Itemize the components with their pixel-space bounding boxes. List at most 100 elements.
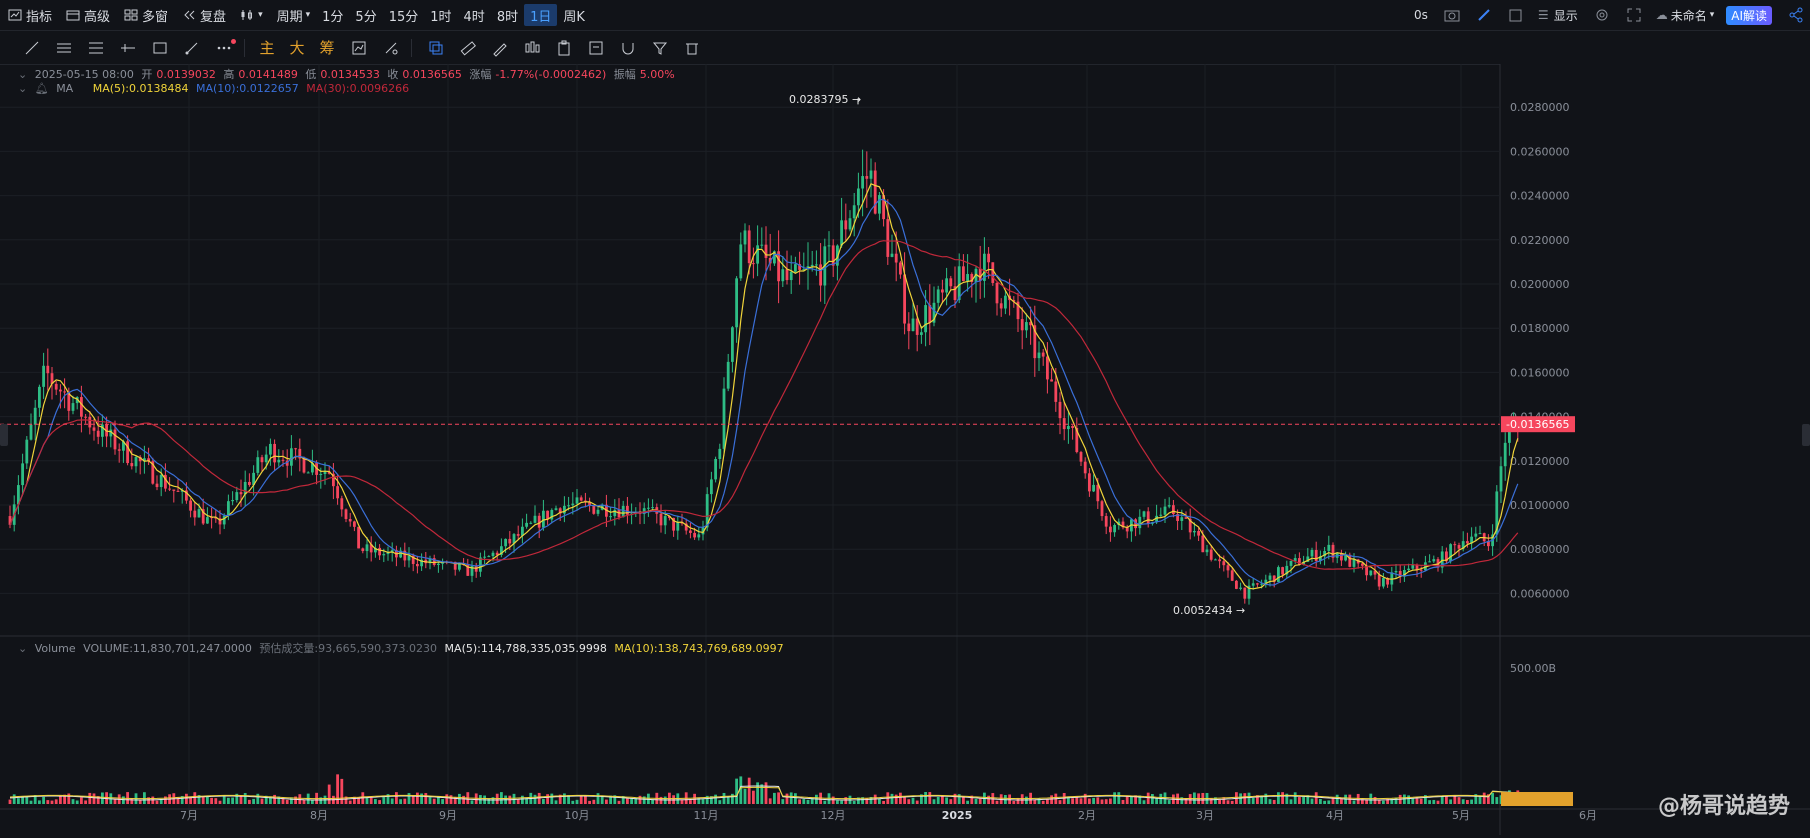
ma5-line [9,183,1519,590]
candle-body [882,195,885,220]
volume-bar [1046,799,1049,804]
candle-body [386,552,390,555]
volume-bar [890,793,894,804]
period-tab-5[interactable]: 8时 [496,9,519,25]
trash-icon[interactable] [678,36,706,60]
period-tab-0[interactable]: 1分 [322,9,344,25]
candle-body [21,463,24,486]
volume-bar [764,782,768,804]
candle-body [1222,561,1226,566]
collapse-icon[interactable]: ⌄ [18,82,28,95]
volume-bar [1268,799,1272,804]
volume-bar [25,796,29,804]
volume-bar [1109,798,1112,804]
period-tab-7[interactable]: 周K [563,9,585,25]
volume-bar [726,797,730,804]
candle-body [1218,559,1221,562]
candle-body [437,563,440,566]
volume-bar [987,795,990,804]
period-dropdown[interactable]: 周期 ▾ [271,3,317,27]
popout-icon[interactable] [1502,3,1530,27]
volume-bar [1121,799,1125,804]
candle-body [46,365,50,374]
brush-icon[interactable] [178,36,206,60]
candle-body [1239,587,1242,589]
volume-bar [739,776,743,804]
candle-body [1344,554,1347,561]
filter-icon[interactable] [646,36,674,60]
volume-bar [1272,799,1276,804]
replay-button[interactable]: 复盘 [176,3,232,27]
eraser-icon[interactable] [377,36,405,60]
volume-bar [193,792,197,804]
layout-dropdown[interactable]: ☁ 未命名 ▾ [1650,3,1721,27]
volume-bar [1163,792,1167,804]
compare-icon[interactable] [345,36,373,60]
candle-body [466,564,470,576]
candle-body [1457,545,1461,549]
clipboard-icon[interactable] [550,36,578,60]
period-tab-2[interactable]: 15分 [388,9,419,25]
collapse-icon[interactable]: ⌄ [18,68,28,81]
candle-body [1134,519,1137,529]
trendline-icon[interactable] [18,36,46,60]
volume-bar [1247,792,1251,804]
advanced-button[interactable]: 高级 [60,3,116,27]
close-value: 0.0136565 [402,68,462,81]
volume-bar [600,796,604,804]
candle-body [1117,521,1121,526]
chart-type-dropdown[interactable]: ▾ [234,3,269,27]
big-toggle[interactable]: 大 [289,39,305,57]
time-tick: 4月 [1326,809,1344,822]
indicators-button[interactable]: 指标 [2,3,58,27]
volume-bar [651,799,654,804]
candle-body [1041,352,1045,357]
volume-bar [680,799,684,804]
volume-bar [470,800,474,804]
more-icon[interactable] [210,36,238,60]
candle-body [1403,569,1406,577]
candle-body [1432,559,1436,562]
camera-icon[interactable] [1438,3,1466,27]
copy-icon[interactable] [422,36,450,60]
volume-bar [630,798,633,804]
period-tab-1[interactable]: 5分 [355,9,377,25]
display-button[interactable]: ☰ 显示 [1532,3,1584,27]
rectangle-icon[interactable] [146,36,174,60]
volume-bar [80,797,83,804]
magnet-icon[interactable] [614,36,642,60]
bell-icon[interactable]: 🔔︎ [34,82,49,95]
period-tab-6[interactable]: 1日 [524,4,558,26]
chart-area[interactable]: 0.0280000 0.0260000 0.0240000 0.0220000 0.02… [0,64,1810,835]
volume-bar [932,799,936,804]
ruler-icon[interactable] [454,36,482,60]
candle-body [159,474,163,488]
pen-icon[interactable] [486,36,514,60]
volume-bar [1243,793,1247,804]
parallel-channel-icon[interactable] [82,36,110,60]
note-icon[interactable] [582,36,610,60]
fullscreen-icon[interactable] [1620,3,1648,27]
candle-body [689,530,692,533]
candle-body [17,485,20,505]
multi-window-button[interactable]: 多窗 [118,3,174,27]
chips-toggle[interactable]: 筹 [319,39,335,57]
candles-icon[interactable] [518,36,546,60]
share-icon[interactable] [1782,3,1810,27]
time-tick: 2025 [942,809,973,822]
settings-icon[interactable] [1588,3,1616,27]
collapse-icon[interactable]: ⌄ [18,642,28,655]
horizontal-ray-icon[interactable] [114,36,142,60]
period-tab-4[interactable]: 4时 [463,9,485,25]
volume-bar [512,793,516,804]
volume-bar [621,795,625,804]
volume-bar [59,795,62,804]
horizontal-lines-icon[interactable] [50,36,78,60]
pencil-icon[interactable] [1470,3,1498,27]
price-chart[interactable]: 0.0280000 0.0260000 0.0240000 0.0220000 0.02… [0,64,1810,835]
period-tab-3[interactable]: 1时 [430,9,452,25]
candle-body [378,547,381,556]
main-chart-toggle[interactable]: 主 [259,39,275,57]
ai-analysis-button[interactable]: AI解读 [1726,5,1772,25]
volume-bar [1050,795,1053,804]
